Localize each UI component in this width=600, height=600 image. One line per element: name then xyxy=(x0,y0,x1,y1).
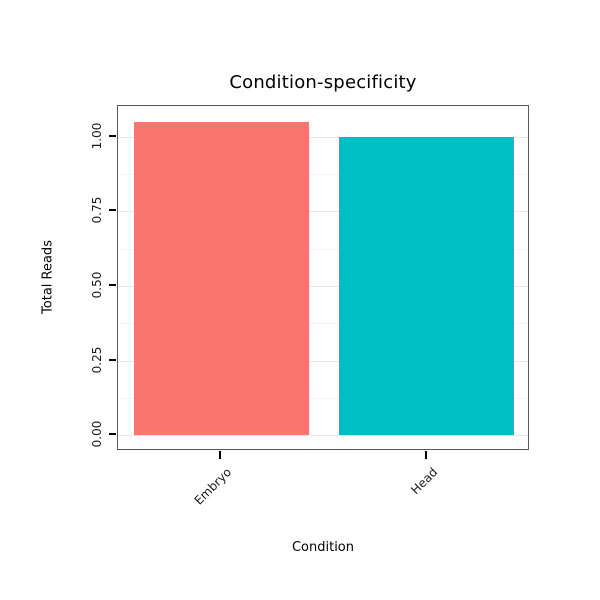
x-tick-label: Head xyxy=(407,465,440,498)
x-tick-mark xyxy=(425,451,427,459)
x-axis-title: Condition xyxy=(291,540,355,555)
y-tick-mark xyxy=(109,433,116,436)
plot-panel xyxy=(117,105,529,450)
y-tick-label: 0.75 xyxy=(90,196,104,224)
gridline-major xyxy=(118,136,528,138)
x-tick-label: Embryo xyxy=(191,465,234,508)
y-axis-title: Total Reads xyxy=(40,240,56,314)
y-tick-label: 0.50 xyxy=(90,271,104,299)
y-tick-label: 0.00 xyxy=(90,420,104,448)
bar-embryo xyxy=(133,121,309,436)
bar-head xyxy=(339,136,515,436)
gridline-major xyxy=(118,435,528,437)
gridline-major xyxy=(118,286,528,287)
gridline-minor xyxy=(118,323,528,325)
gridline-minor xyxy=(118,248,528,250)
gridline-minor xyxy=(118,174,528,175)
gridline-major xyxy=(118,211,528,213)
y-tick-label: 1.00 xyxy=(90,122,104,149)
y-tick-mark xyxy=(109,134,116,137)
gridline-major xyxy=(118,360,528,362)
y-tick-label: 0.25 xyxy=(90,346,104,373)
y-tick-mark xyxy=(109,284,116,286)
x-tick-mark xyxy=(219,451,221,459)
chart-title: Condition-specificity xyxy=(229,72,417,93)
y-tick-mark xyxy=(109,209,116,212)
gridline-minor xyxy=(118,398,528,399)
y-tick-mark xyxy=(109,358,116,361)
